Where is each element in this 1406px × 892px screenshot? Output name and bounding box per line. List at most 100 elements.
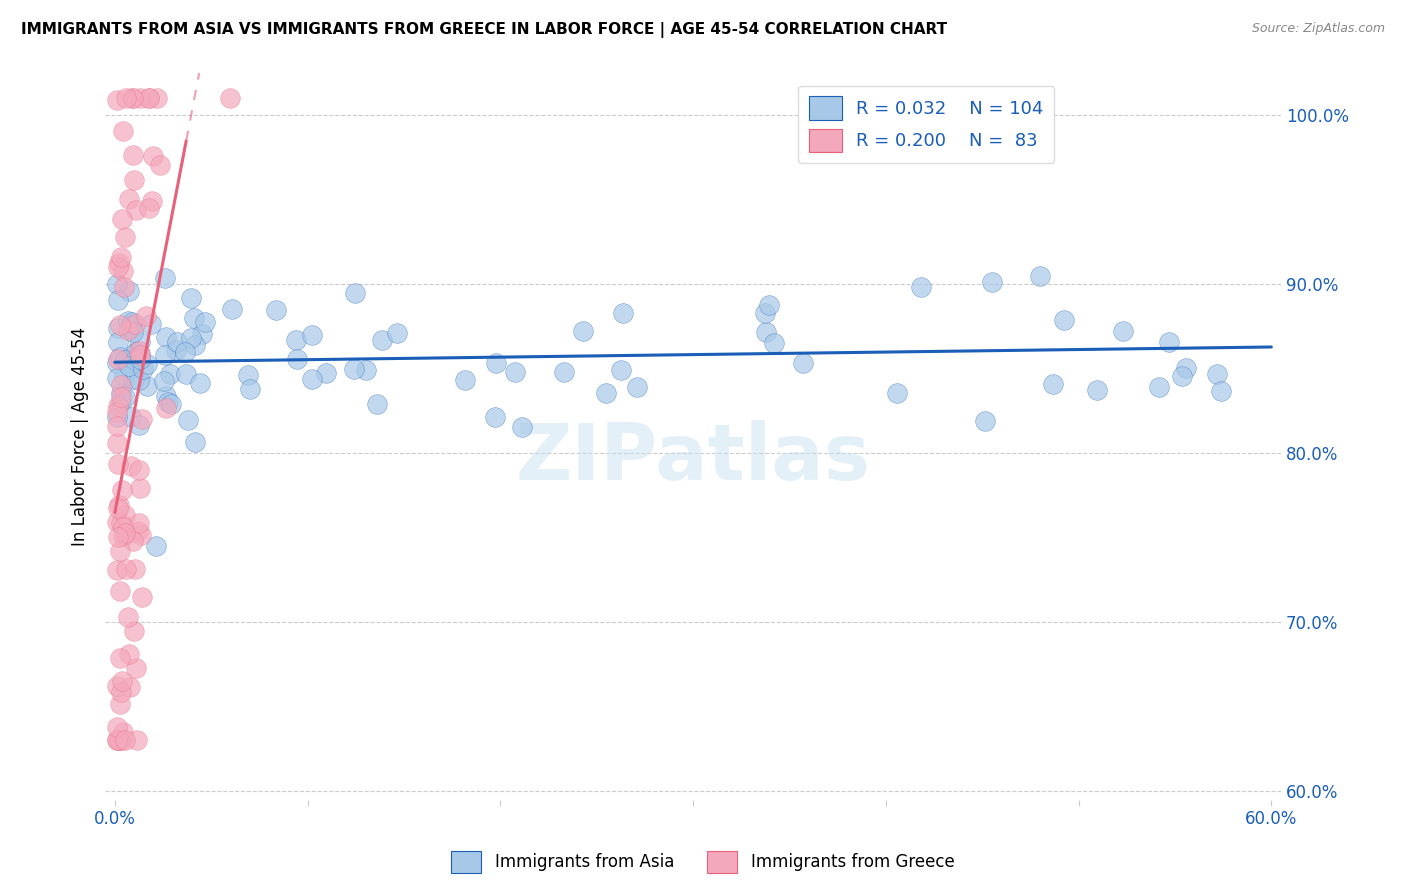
Point — [120, 318, 142, 332]
Point — [221, 302, 243, 317]
Point — [135, 309, 157, 323]
Point — [112, 724, 135, 739]
Point — [120, 319, 142, 334]
Point — [107, 351, 129, 366]
Point — [108, 498, 131, 512]
Point — [190, 376, 212, 390]
Point — [236, 368, 259, 382]
Point — [595, 385, 617, 400]
Point — [153, 374, 176, 388]
Point — [110, 250, 132, 264]
Point — [184, 338, 207, 352]
Point — [484, 409, 506, 424]
Point — [107, 335, 129, 350]
Point — [107, 399, 129, 413]
Point — [1205, 367, 1227, 381]
Point — [127, 524, 149, 538]
Point — [121, 533, 143, 548]
Point — [105, 277, 128, 291]
Point — [146, 91, 169, 105]
Point — [122, 172, 145, 186]
Point — [105, 720, 128, 734]
Point — [121, 458, 143, 473]
Point — [1175, 360, 1198, 375]
Point — [121, 91, 143, 105]
Point — [344, 286, 367, 301]
Point — [114, 352, 136, 367]
Point — [153, 271, 176, 285]
Point — [118, 359, 141, 373]
Point — [139, 317, 162, 331]
Point — [112, 520, 135, 534]
Point — [135, 379, 157, 393]
Point — [125, 661, 148, 675]
Point — [105, 733, 128, 747]
Point — [980, 275, 1002, 289]
Point — [122, 147, 145, 161]
Point — [191, 326, 214, 341]
Point — [110, 351, 132, 365]
Point — [485, 356, 508, 370]
Point — [1042, 376, 1064, 391]
Point — [111, 733, 134, 747]
Point — [105, 419, 128, 434]
Point — [105, 515, 128, 529]
Point — [1028, 268, 1050, 283]
Point — [110, 516, 132, 530]
Point — [110, 390, 132, 404]
Point — [128, 463, 150, 477]
Point — [301, 327, 323, 342]
Point — [108, 733, 131, 747]
Point — [754, 306, 776, 320]
Point — [763, 335, 786, 350]
Point — [107, 293, 129, 307]
Point — [503, 365, 526, 379]
Point — [239, 382, 262, 396]
Point — [107, 256, 129, 270]
Point — [124, 352, 146, 367]
Point — [184, 435, 207, 450]
Point — [108, 733, 131, 747]
Point — [612, 306, 634, 320]
Point — [1171, 369, 1194, 384]
Point — [105, 356, 128, 370]
Point — [117, 314, 139, 328]
Point — [114, 230, 136, 244]
Point — [174, 344, 197, 359]
Point — [218, 91, 240, 105]
Point — [107, 530, 129, 544]
Point — [115, 562, 138, 576]
Point — [111, 212, 134, 227]
Point — [129, 347, 152, 361]
Point — [571, 324, 593, 338]
Point — [180, 291, 202, 305]
Point — [105, 679, 128, 693]
Point — [1149, 379, 1171, 393]
Point — [792, 356, 814, 370]
Point — [110, 378, 132, 392]
Point — [128, 516, 150, 530]
Y-axis label: In Labor Force | Age 45-54: In Labor Force | Age 45-54 — [72, 326, 89, 546]
Point — [118, 284, 141, 298]
Point — [132, 361, 155, 376]
Point — [141, 194, 163, 209]
Point — [1053, 312, 1076, 326]
Point — [114, 525, 136, 540]
Point — [149, 158, 172, 172]
Point — [121, 315, 143, 329]
Point — [156, 395, 179, 409]
Point — [128, 91, 150, 105]
Point — [121, 326, 143, 340]
Point — [110, 651, 132, 665]
Point — [107, 457, 129, 471]
Point — [105, 371, 128, 385]
Point — [553, 365, 575, 379]
Text: Source: ZipAtlas.com: Source: ZipAtlas.com — [1251, 22, 1385, 36]
Point — [108, 543, 131, 558]
Point — [128, 343, 150, 358]
Point — [107, 501, 129, 516]
Legend: R = 0.032    N = 104, R = 0.200    N =  83: R = 0.032 N = 104, R = 0.200 N = 83 — [799, 86, 1054, 162]
Point — [112, 280, 135, 294]
Point — [122, 624, 145, 639]
Point — [125, 344, 148, 359]
